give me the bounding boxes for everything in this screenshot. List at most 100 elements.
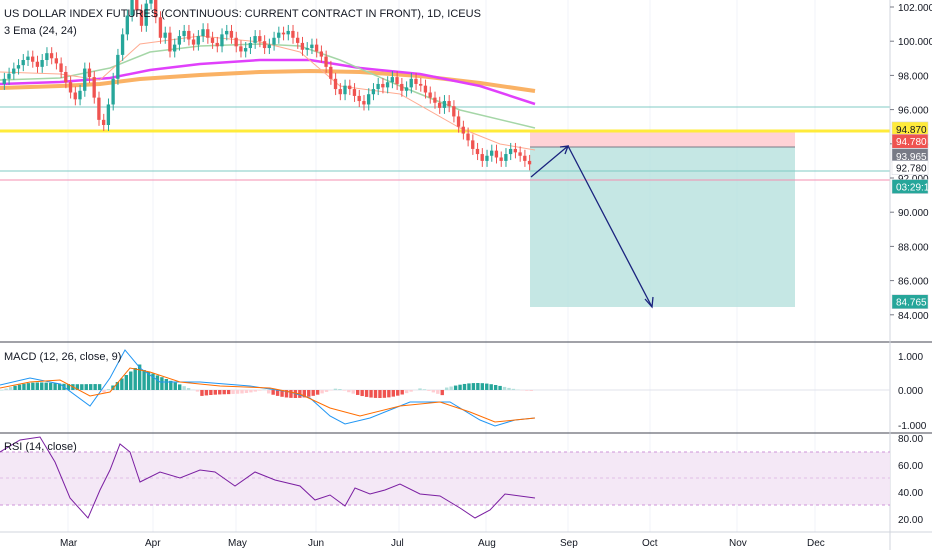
candle-body — [234, 37, 238, 47]
candle-body — [21, 60, 25, 66]
macd-bar — [75, 384, 80, 390]
macd-bar — [422, 389, 427, 390]
candle-body — [428, 92, 432, 98]
candle-body — [300, 42, 305, 50]
candle-body — [206, 29, 210, 38]
candle-body — [49, 53, 54, 59]
macd-bar — [57, 383, 62, 390]
macd-bar — [8, 387, 13, 390]
candle-body — [348, 85, 352, 90]
rsi-legend[interactable]: RSI (14, close) — [4, 441, 77, 453]
candle-body — [68, 82, 73, 93]
macd-bar — [485, 383, 489, 390]
candle-body — [352, 89, 357, 96]
macd-bar — [333, 388, 338, 390]
macd-bar — [271, 390, 275, 395]
macd-bar — [178, 384, 182, 390]
candle-body — [158, 17, 163, 38]
macd-bar — [84, 384, 88, 390]
time-axis-label: Dec — [807, 538, 825, 549]
candle-body — [381, 83, 385, 88]
macd-bar — [267, 390, 271, 394]
candle-body — [400, 83, 404, 91]
candle-body — [310, 44, 314, 49]
macd-pane[interactable] — [0, 349, 890, 427]
macd-bar — [449, 386, 453, 390]
macd-bar — [396, 390, 400, 396]
candle-body — [518, 152, 522, 156]
candle-body — [262, 41, 267, 49]
candle-body — [73, 92, 77, 100]
macd-bar — [120, 378, 124, 390]
candle-body — [7, 73, 11, 79]
candle-body — [456, 116, 461, 127]
candle-body — [97, 97, 101, 120]
candle-body — [187, 30, 191, 40]
macd-bar — [458, 384, 462, 390]
macd-bar — [418, 388, 422, 390]
candle-body — [149, 0, 153, 4]
macd-bar — [387, 390, 391, 398]
candle-body — [177, 36, 182, 45]
macd-bar — [373, 390, 378, 398]
candle-body — [248, 42, 253, 49]
macd-bar — [106, 389, 111, 390]
price-axis-label: 102.000 — [898, 3, 932, 14]
target-zone — [530, 147, 795, 307]
candle-body — [239, 46, 243, 52]
candle-body — [83, 68, 87, 91]
macd-bar — [302, 390, 306, 398]
macd-bar — [129, 371, 133, 390]
macd-bar — [22, 383, 26, 390]
macd-bar — [53, 383, 57, 390]
candle-body — [338, 89, 342, 95]
candle-body — [163, 32, 167, 38]
candle-body — [40, 60, 44, 67]
macd-bar — [493, 384, 498, 390]
candle-body — [92, 77, 96, 98]
macd-bar — [507, 387, 511, 390]
candle-body — [12, 68, 16, 74]
macd-bar — [315, 390, 320, 395]
macd-bar — [280, 390, 284, 397]
symbol-title: US DOLLAR INDEX FUTURES (CONTINUOUS: CUR… — [4, 8, 481, 20]
macd-bar — [489, 384, 493, 390]
macd-bar — [13, 385, 17, 390]
candle-body — [16, 65, 21, 69]
candle-body — [291, 30, 295, 38]
macd-bar — [218, 390, 222, 395]
rsi-pane[interactable] — [0, 436, 890, 519]
price-axis-label: 96.000 — [898, 106, 929, 117]
candle-body — [125, 15, 129, 35]
price-tag-label: 94.870 — [896, 125, 927, 136]
macd-bar — [186, 388, 191, 390]
macd-bar — [404, 390, 409, 394]
candle-body — [390, 77, 394, 83]
candle-body — [314, 44, 319, 52]
macd-bar — [284, 390, 289, 398]
stop-zone — [530, 131, 795, 147]
time-axis-label: Nov — [729, 538, 747, 549]
macd-bar — [142, 370, 146, 390]
candle-body — [423, 85, 428, 93]
candle-body — [201, 29, 205, 37]
time-axis-label: May — [228, 538, 247, 549]
macd-bar — [382, 390, 387, 398]
candle-body — [357, 95, 361, 102]
price-tag-label: 03:29:17 — [896, 183, 932, 194]
macd-bar — [40, 382, 44, 390]
price-tag-label: 93.965 — [896, 152, 927, 163]
macd-bar — [209, 390, 213, 395]
candle-body — [499, 157, 503, 161]
macd-bar — [471, 383, 476, 390]
candle-body — [343, 85, 347, 95]
macd-legend[interactable]: MACD (12, 26, close, 9) — [4, 351, 122, 363]
time-axis[interactable]: Mar Apr May Jun Jul Aug Sep Oct Nov Dec — [60, 538, 825, 549]
ema-legend[interactable]: 3 Ema (24, 24) — [4, 25, 77, 37]
macd-bar — [102, 390, 106, 393]
price-tag — [891, 179, 929, 194]
price-tag — [891, 294, 929, 309]
macd-bar — [369, 390, 373, 398]
macd-bar — [529, 390, 533, 391]
